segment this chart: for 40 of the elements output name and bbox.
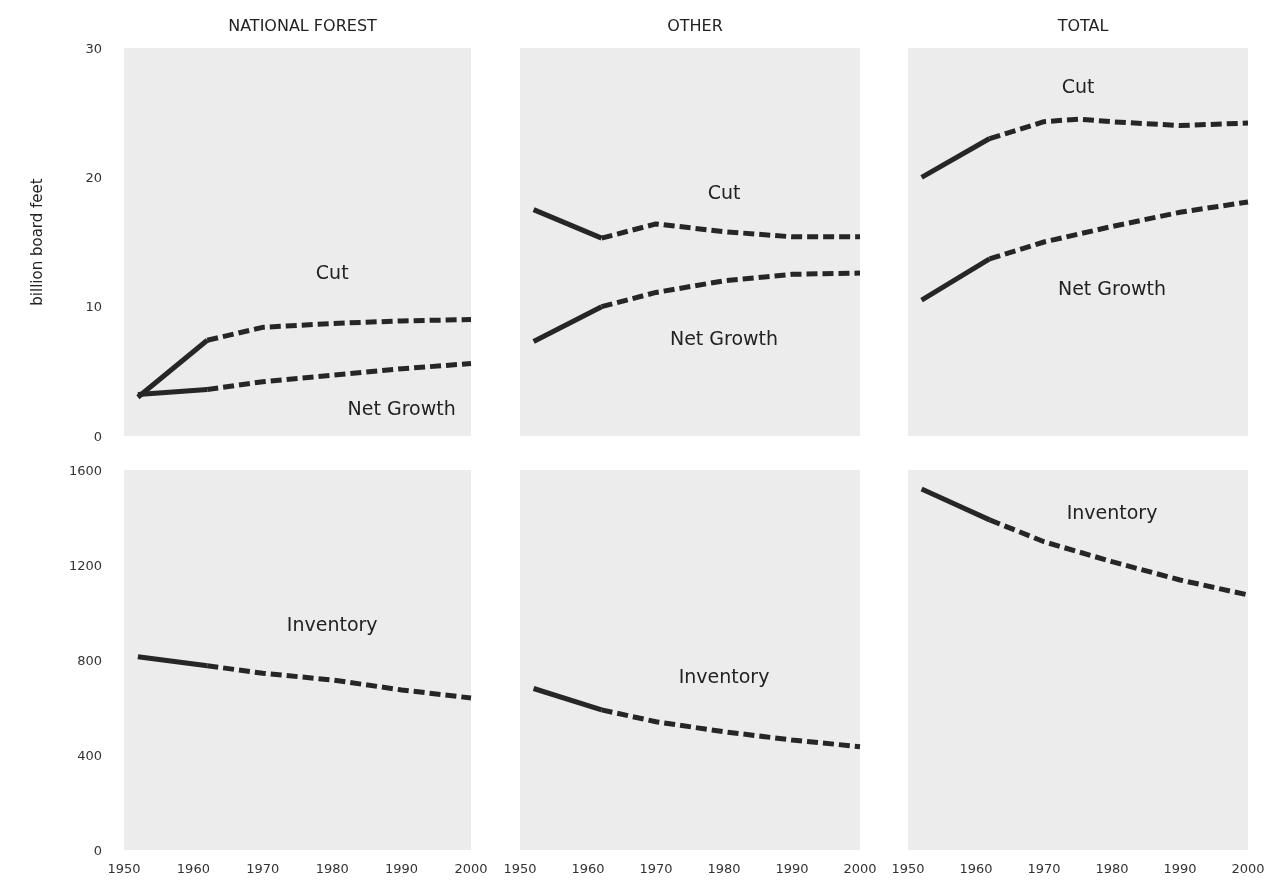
x-tick-label: 2000 — [1231, 861, 1265, 876]
text: Inventory — [286, 613, 378, 636]
x-tick-label: 1980 — [1095, 861, 1129, 876]
chart-title: OTHER — [667, 15, 723, 35]
y-tick-label: 800 — [77, 652, 102, 668]
x-tick-label: 1990 — [775, 861, 809, 876]
series-label: Inventory — [678, 665, 770, 688]
chart-title: NATIONAL FOREST — [228, 15, 378, 35]
y-tick-label: 30 — [85, 40, 102, 56]
x-tick-label: 2000 — [843, 861, 877, 876]
x-tick-label: 1980 — [315, 861, 349, 876]
y-tick-label: 10 — [85, 299, 102, 315]
x-tick-label: 1950 — [503, 861, 537, 876]
x-tick-label: 2000 — [454, 861, 488, 876]
x-tick-label: 1950 — [107, 861, 141, 876]
series-label: Net Growth — [669, 327, 779, 350]
y-tick-label: 400 — [77, 747, 102, 763]
x-tick-label: 1970 — [246, 861, 280, 876]
x-tick-label: 1980 — [707, 861, 741, 876]
y-tick-label: 0 — [93, 428, 102, 444]
x-tick-label: 1960 — [176, 861, 210, 876]
x-tick-label: 1970 — [639, 861, 673, 876]
chart-title: TOTAL — [1056, 15, 1109, 35]
x-tick-label: 1960 — [571, 861, 605, 876]
y-tick-label: 0 — [93, 842, 102, 858]
series-label: Inventory — [1066, 501, 1158, 524]
y-tick-label: 1600 — [68, 462, 102, 478]
y-tick-label: 1200 — [68, 557, 102, 573]
y-tick-label: 20 — [85, 169, 102, 185]
x-tick-label: 1990 — [385, 861, 419, 876]
x-tick-label: 1950 — [891, 861, 925, 876]
x-tick-label: 1990 — [1163, 861, 1197, 876]
x-tick-label: 1970 — [1027, 861, 1061, 876]
x-tick-label: 1960 — [959, 861, 993, 876]
text: Cut — [315, 260, 349, 283]
series-label: Cut — [707, 181, 741, 204]
series-label: Net Growth — [1057, 276, 1167, 299]
series-label: Cut — [1061, 74, 1095, 97]
series-label: Net Growth — [347, 397, 456, 420]
y-axis-title: billion board feet — [27, 178, 46, 306]
